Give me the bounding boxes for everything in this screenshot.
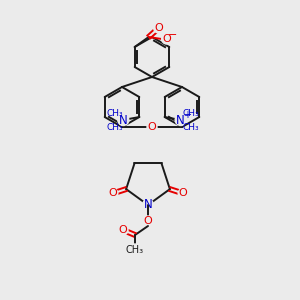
Circle shape bbox=[147, 122, 157, 132]
Text: O: O bbox=[162, 34, 171, 44]
Circle shape bbox=[118, 225, 128, 235]
Text: O: O bbox=[148, 122, 156, 132]
Circle shape bbox=[162, 34, 172, 44]
Text: N: N bbox=[144, 199, 152, 212]
Text: CH₃: CH₃ bbox=[106, 109, 123, 118]
Text: O: O bbox=[118, 225, 127, 235]
Circle shape bbox=[154, 23, 164, 33]
Circle shape bbox=[142, 200, 154, 211]
Text: O: O bbox=[144, 216, 152, 226]
Text: O: O bbox=[108, 188, 117, 198]
Circle shape bbox=[118, 115, 129, 125]
Text: N: N bbox=[176, 113, 185, 127]
Text: O: O bbox=[179, 188, 188, 198]
Text: N: N bbox=[119, 113, 128, 127]
Text: +: + bbox=[183, 110, 191, 120]
Circle shape bbox=[178, 188, 188, 198]
Text: −: − bbox=[168, 30, 177, 40]
Circle shape bbox=[143, 216, 153, 226]
Text: CH₃: CH₃ bbox=[182, 122, 199, 131]
Text: CH₃: CH₃ bbox=[106, 122, 123, 131]
Circle shape bbox=[108, 188, 118, 198]
Text: CH₃: CH₃ bbox=[182, 109, 199, 118]
Circle shape bbox=[175, 115, 186, 125]
Text: CH₃: CH₃ bbox=[126, 245, 144, 255]
Circle shape bbox=[129, 244, 141, 256]
Text: O: O bbox=[154, 23, 163, 33]
